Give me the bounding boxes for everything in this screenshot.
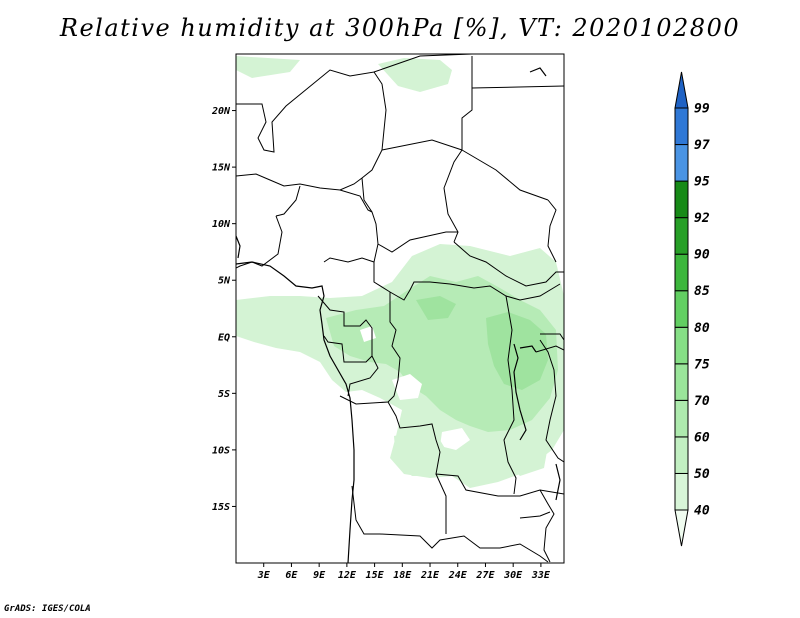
colorbar-segment [674, 107, 689, 146]
lat-tick-label: 5S [218, 389, 230, 400]
colorbar-label: 70 [694, 394, 710, 409]
longitude-axis: 3E 6E 9E 12E 15E 18E 21E 24E 27E 30E 33E [257, 563, 551, 581]
colorbar-label: 50 [694, 467, 710, 482]
lat-tick-label: 5N [218, 276, 231, 287]
colorbar-label: 60 [694, 430, 710, 445]
colorbar-segment [674, 399, 689, 438]
lat-tick-label: 15S [212, 502, 230, 513]
colorbar-label: 97 [694, 138, 710, 153]
colorbar-label: 85 [694, 284, 710, 299]
lat-tick-label: 10S [212, 445, 230, 456]
colorbar-label: 99 [694, 102, 710, 117]
lon-tick-label: 3E [257, 570, 271, 581]
colorbar-segment [674, 290, 689, 328]
colorbar-label: 90 [694, 248, 710, 263]
lon-tick-label: 9E [313, 570, 326, 581]
chart-title: Relative humidity at 300hPa [%], VT: 202… [59, 14, 741, 42]
humidity-field [236, 56, 564, 488]
country-borders [236, 54, 564, 563]
lon-tick-label: 6E [285, 570, 298, 581]
lon-tick-label: 18E [393, 570, 412, 581]
colorbar-label: 75 [694, 357, 710, 372]
colorbar-segment [674, 436, 689, 474]
colorbar-segment [674, 180, 689, 219]
colorbar-segment [674, 217, 689, 255]
latitude-axis: 20N 15N 10N 5N EQ 5S 10S 15S [211, 106, 236, 513]
colorbar-upper-triangle [674, 71, 689, 109]
lon-tick-label: 33E [531, 570, 551, 581]
grads-credit: GrADS: IGES/COLA [4, 604, 91, 614]
colorbar-label: 95 [694, 175, 710, 190]
colorbar-segment [674, 472, 689, 511]
lat-tick-label: 20N [211, 106, 231, 117]
humidity-gaps [360, 326, 470, 450]
map-frame [235, 53, 565, 564]
lon-tick-label: 15E [366, 570, 385, 581]
lon-tick-label: 12E [338, 570, 357, 581]
colorbar-label: 40 [694, 504, 710, 519]
colorbar-label: 80 [694, 321, 710, 336]
lon-tick-label: 27E [475, 570, 495, 581]
colorbar-segment [674, 253, 689, 292]
colorbar-lower-triangle [674, 509, 689, 547]
lon-tick-label: 21E [420, 570, 440, 581]
colorbar-segment [674, 144, 689, 182]
colorbar: 40 50 60 70 75 80 85 90 92 95 97 99 [674, 71, 710, 547]
colorbar-segment [674, 326, 689, 365]
colorbar-label: 92 [694, 211, 710, 226]
lat-tick-label: 15N [212, 163, 231, 174]
lat-tick-label: EQ [218, 332, 230, 343]
colorbar-segment [674, 363, 689, 401]
humidity-area-north [236, 56, 452, 92]
lon-tick-label: 24E [448, 570, 468, 581]
coastline [236, 67, 561, 563]
lon-tick-label: 30E [503, 570, 523, 581]
lat-tick-label: 10N [212, 219, 231, 230]
